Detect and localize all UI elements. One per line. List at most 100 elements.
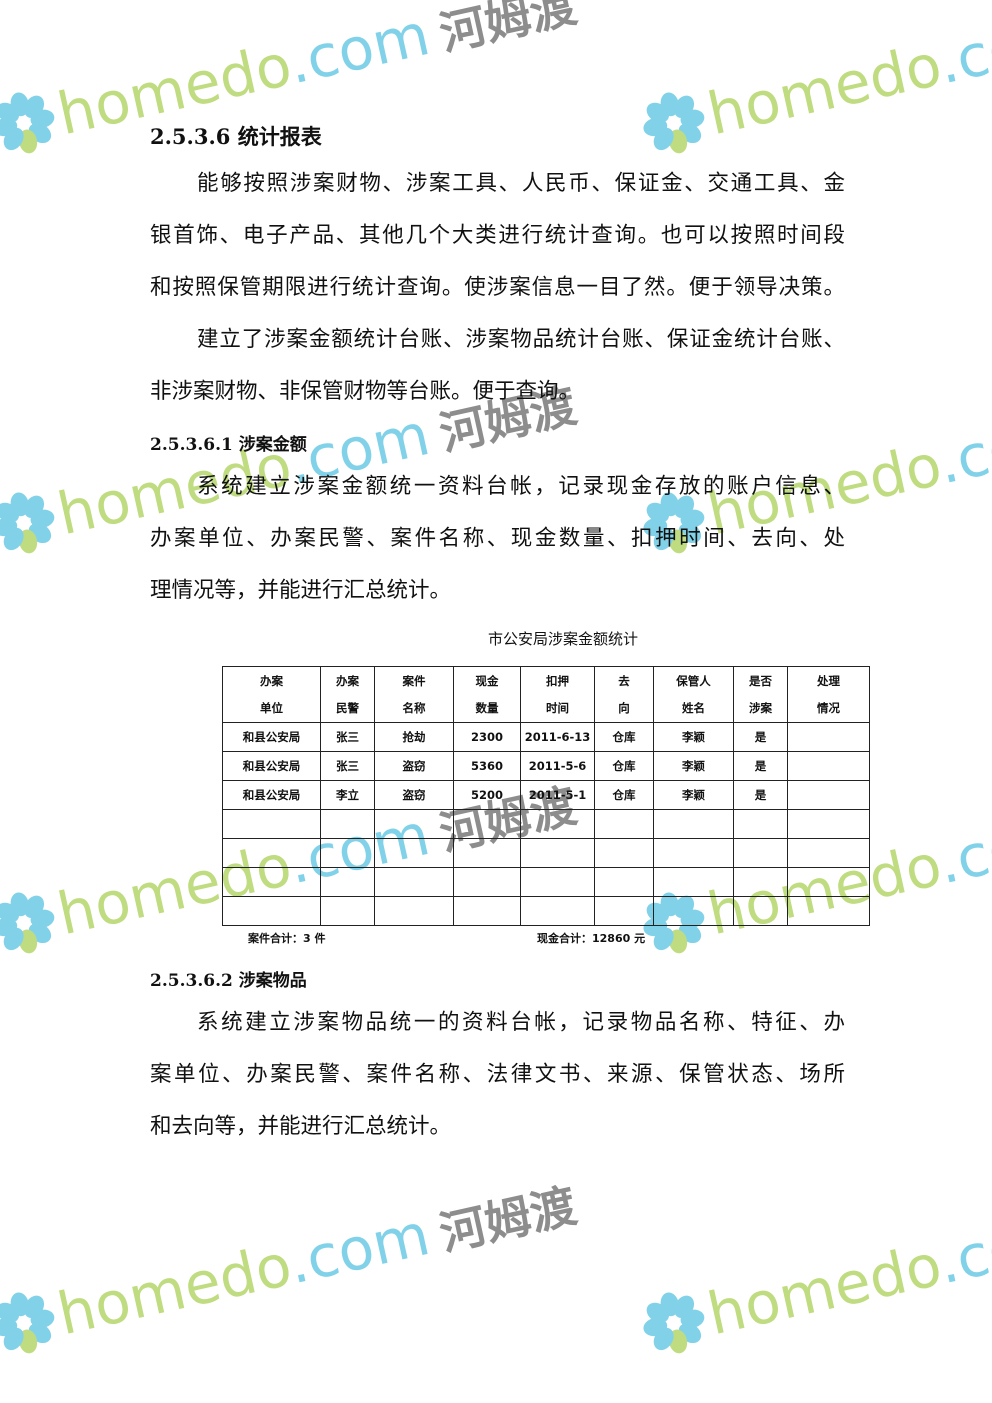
table-cell (733, 809, 788, 839)
header-text: 去 (618, 673, 630, 688)
column-header: 办案 民警 (320, 666, 375, 723)
table-cell: 和县公安局 (222, 780, 321, 810)
column-header: 保管人 姓名 (653, 666, 734, 723)
watermark-text: .com (281, 1200, 436, 1298)
header-text: 民警 (336, 700, 359, 715)
header-text: 扣押 (546, 673, 569, 688)
table-cell (320, 896, 375, 926)
homedo-watermark: homedo.com河姆渡 (0, 1168, 582, 1363)
column-header: 办案 单位 (222, 666, 321, 723)
header-text: 向 (618, 700, 630, 715)
header-text: 是否 (749, 673, 772, 688)
paragraph-line: 案单位、办案民警、案件名称、法律文书、来源、保管状态、场所 (150, 1062, 845, 1087)
header-text: 数量 (475, 700, 499, 715)
homedo-watermark: homedo.com河姆渡 (635, 0, 992, 163)
table-cell: 和县公安局 (222, 722, 321, 752)
table-row: 和县公安局 张三 抢劫 2300 2011-6-13 仓库 李颖是 (222, 722, 870, 752)
paragraph-line: 能够按照涉案财物、涉案工具、人民币、保证金、交通工具、金 (197, 171, 845, 196)
table-cell: 2011-6-13 (520, 722, 595, 752)
table-cell (733, 867, 788, 897)
table-cell (653, 809, 734, 839)
column-header: 现金 数量 (453, 666, 521, 723)
column-header: 扣押 时间 (520, 666, 595, 723)
flower-logo-icon (0, 1292, 55, 1354)
table-cell: 和县公安局 (222, 751, 321, 781)
header-text: 保管人 (676, 673, 711, 688)
table-cell (787, 867, 870, 897)
cash-total: 现金合计：12860 元 (537, 932, 646, 945)
table-row (222, 867, 870, 897)
watermark-text: .com (931, 1200, 992, 1298)
paragraph-line: 非涉案财物、非保管财物等台账。便于查询。 (150, 379, 581, 404)
header-text: 现金 (475, 673, 499, 688)
column-header: 处理 情况 (787, 666, 870, 723)
flower-logo-icon (0, 892, 55, 954)
column-header: 案件 名称 (374, 666, 454, 723)
watermark-text: .com (281, 0, 436, 98)
watermark-text: homedo (51, 1230, 297, 1349)
table-cell: 2011-5-1 (520, 780, 595, 810)
watermark-text: .com (931, 0, 992, 98)
table-cell (733, 838, 788, 868)
header-text: 姓名 (682, 700, 705, 715)
table-row: 和县公安局 李立 盗窃 5200 2011-5-1 仓库 李颖是 (222, 780, 870, 810)
paragraph-line: 银首饰、电子产品、其他几个大类进行统计查询。也可以按照时间段 (150, 223, 845, 248)
table-cell: 李颖 (653, 722, 734, 752)
table-row (222, 809, 870, 839)
table-cell (320, 809, 375, 839)
table-cell (787, 809, 870, 839)
table-cell (222, 896, 321, 926)
table-cell (320, 838, 375, 868)
table-cell (787, 780, 870, 810)
table-cell (374, 896, 454, 926)
paragraph-line: 系统建立涉案物品统一的资料台帐，记录物品名称、特征、办 (197, 1010, 845, 1035)
table-cell (594, 867, 654, 897)
table-cell: 盗窃 (374, 780, 454, 810)
paragraph-line: 办案单位、办案民警、案件名称、现金数量、扣押时间、去向、处 (150, 526, 845, 551)
header-text: 单位 (260, 700, 283, 715)
table-cell: 仓库 (594, 751, 654, 781)
table-cell (653, 867, 734, 897)
watermark-text: homedo (701, 1230, 947, 1349)
table-cell: 李颖 (653, 751, 734, 781)
table-row: 和县公安局 张三 盗窃 5360 2011-5-6 仓库 李颖是 (222, 751, 870, 781)
cash-statistics-table: 办案 单位 办案 民警 案件 名称 现金 数量 扣押 时间去向保管人 姓名 是否 涉案 处理 情况 和县公安… (222, 666, 870, 926)
table-cell: 5200 (453, 780, 521, 810)
header-text: 办案 (260, 673, 283, 688)
table-cell (222, 838, 321, 868)
homedo-watermark: homedo.com河姆渡 (635, 1168, 992, 1363)
table-cell: 抢劫 (374, 722, 454, 752)
header-text: 名称 (402, 700, 426, 715)
paragraph-line: 和按照保管期限进行统计查询。使涉案信息一目了然。便于领导决策。 (150, 275, 845, 300)
table-cell (653, 896, 734, 926)
table-cell: 张三 (320, 722, 375, 752)
table-cell (787, 722, 870, 752)
table-cell (222, 809, 321, 839)
table-cell (733, 896, 788, 926)
table-cell (320, 867, 375, 897)
flower-logo-icon (0, 492, 55, 554)
table-cell (520, 838, 595, 868)
table-cell (374, 867, 454, 897)
paragraph-line: 系统建立涉案金额统一资料台帐，记录现金存放的账户信息、 (197, 474, 845, 499)
flower-logo-icon (0, 92, 55, 154)
table-cell: 2300 (453, 722, 521, 752)
subsection-heading: 2.5.3.6.2 涉案物品 (150, 971, 307, 991)
table-cell: 仓库 (594, 780, 654, 810)
table-cell: 是 (733, 780, 788, 810)
table-cell (520, 896, 595, 926)
table-cell: 李颖 (653, 780, 734, 810)
header-text: 案件 (402, 673, 426, 688)
subsection-heading: 2.5.3.6.1 涉案金额 (150, 435, 307, 455)
table-cell (453, 838, 521, 868)
header-text: 情况 (817, 700, 840, 715)
watermark-text: .com (931, 800, 992, 898)
table-cell (374, 838, 454, 868)
watermark-text: 河姆渡 (434, 1178, 582, 1261)
table-cell (653, 838, 734, 868)
table-cell: 是 (733, 722, 788, 752)
table-cell (453, 867, 521, 897)
paragraph-line: 理情况等，并能进行汇总统计。 (150, 578, 452, 603)
table-title: 市公安局涉案金额统计 (488, 630, 639, 648)
table-cell (453, 809, 521, 839)
